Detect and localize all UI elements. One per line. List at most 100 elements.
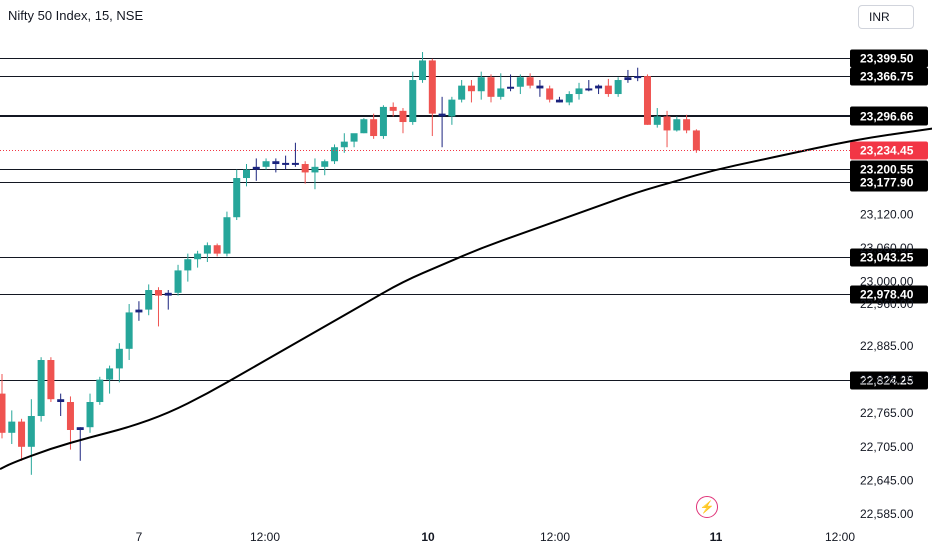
level-label: 23,366.75 (860, 70, 914, 84)
candle (96, 376, 104, 405)
price-tick-label: 22,885.00 (860, 339, 914, 353)
candle (340, 133, 348, 153)
level-label: 23,296.66 (860, 110, 914, 124)
candle (252, 158, 260, 181)
candle (145, 284, 153, 316)
candle (18, 418, 26, 461)
level-label: 22,824.25 (860, 374, 914, 388)
time-tick-label: 12:00 (250, 530, 280, 544)
candle (194, 250, 202, 268)
candle (66, 396, 74, 450)
candle (507, 74, 515, 92)
price-tick-label: 23,060.00 (860, 241, 914, 255)
candle (233, 169, 241, 221)
price-tick-label: 22,705.00 (860, 440, 914, 454)
candle (213, 243, 221, 257)
candle (419, 52, 427, 83)
price-tick-label: 22,825.00 (860, 373, 914, 387)
candle (653, 108, 661, 128)
level-label: 23,399.50 (860, 52, 914, 66)
level-tag (850, 285, 928, 304)
candle (634, 67, 642, 82)
candle (448, 96, 456, 125)
level-label: 22,978.40 (860, 288, 914, 302)
time-axis[interactable]: 7 12:00 10 12:00 11 12:00 (136, 530, 856, 544)
candle (575, 82, 583, 100)
candle (624, 69, 632, 83)
current-price-label: 23,234.45 (860, 144, 914, 158)
candle (282, 155, 290, 170)
candle (164, 290, 172, 310)
candle (389, 102, 397, 117)
price-tick-label: 23,120.00 (860, 207, 914, 221)
price-axis[interactable]: 23,120.00 23,060.00 23,000.00 22,960.00 22,8… (860, 207, 914, 521)
candle (614, 77, 622, 97)
level-tag (850, 173, 928, 192)
symbol-title: Nifty 50 Index, 15, NSE (8, 8, 144, 23)
candle (174, 264, 182, 296)
candle (536, 80, 544, 97)
candlestick-series (0, 52, 700, 475)
candle (291, 142, 299, 167)
candle (643, 74, 651, 125)
candle (321, 159, 329, 176)
candle (487, 74, 495, 103)
candle (370, 113, 378, 139)
price-tick-label: 22,645.00 (860, 473, 914, 487)
candle (565, 91, 573, 106)
time-tick-label: 11 (710, 530, 723, 544)
candle (301, 161, 309, 184)
candle (76, 427, 84, 461)
candle (526, 73, 534, 89)
candle (86, 393, 94, 433)
time-tick-label: 10 (421, 530, 435, 544)
level-tag (850, 49, 928, 68)
level-tag (850, 371, 928, 390)
candle (428, 58, 436, 137)
candle (0, 374, 6, 439)
candle (154, 287, 162, 327)
price-tick-label: 22,765.00 (860, 406, 914, 420)
candle (47, 357, 55, 403)
candle (516, 74, 524, 95)
candle (604, 78, 612, 97)
candle (262, 158, 270, 170)
candle (125, 304, 133, 361)
candle (438, 96, 446, 148)
currency-selector[interactable]: INR (858, 5, 914, 29)
lightning-icon[interactable]: ⚡ (696, 496, 718, 518)
candle (585, 80, 593, 92)
level-tag (850, 248, 928, 267)
candle (350, 133, 358, 148)
candle (203, 242, 211, 263)
candle (399, 108, 407, 134)
candle (360, 118, 368, 134)
price-tick-label: 23,000.00 (860, 275, 914, 289)
candle (379, 105, 387, 139)
moving-average-line (0, 127, 932, 471)
candle (467, 80, 475, 103)
candle (673, 116, 681, 132)
candle (272, 158, 280, 173)
candle (497, 73, 505, 100)
price-tick-label: 22,960.00 (860, 297, 914, 311)
candle (555, 96, 563, 103)
time-tick-label: 12:00 (540, 530, 570, 544)
candle (223, 211, 231, 257)
candle (595, 84, 603, 95)
current-price-tag (850, 141, 928, 160)
candle (57, 393, 65, 417)
level-tag (850, 67, 928, 86)
candle (37, 357, 45, 422)
candle (692, 129, 700, 153)
candle (331, 144, 339, 165)
level-label: 23,200.55 (860, 163, 914, 177)
candle (8, 410, 16, 445)
candle (663, 110, 671, 148)
candle (184, 253, 192, 282)
price-tick-label: 22,585.00 (860, 507, 914, 521)
time-tick-label: 7 (136, 530, 143, 544)
candle (106, 365, 114, 394)
level-label: 23,043.25 (860, 251, 914, 265)
